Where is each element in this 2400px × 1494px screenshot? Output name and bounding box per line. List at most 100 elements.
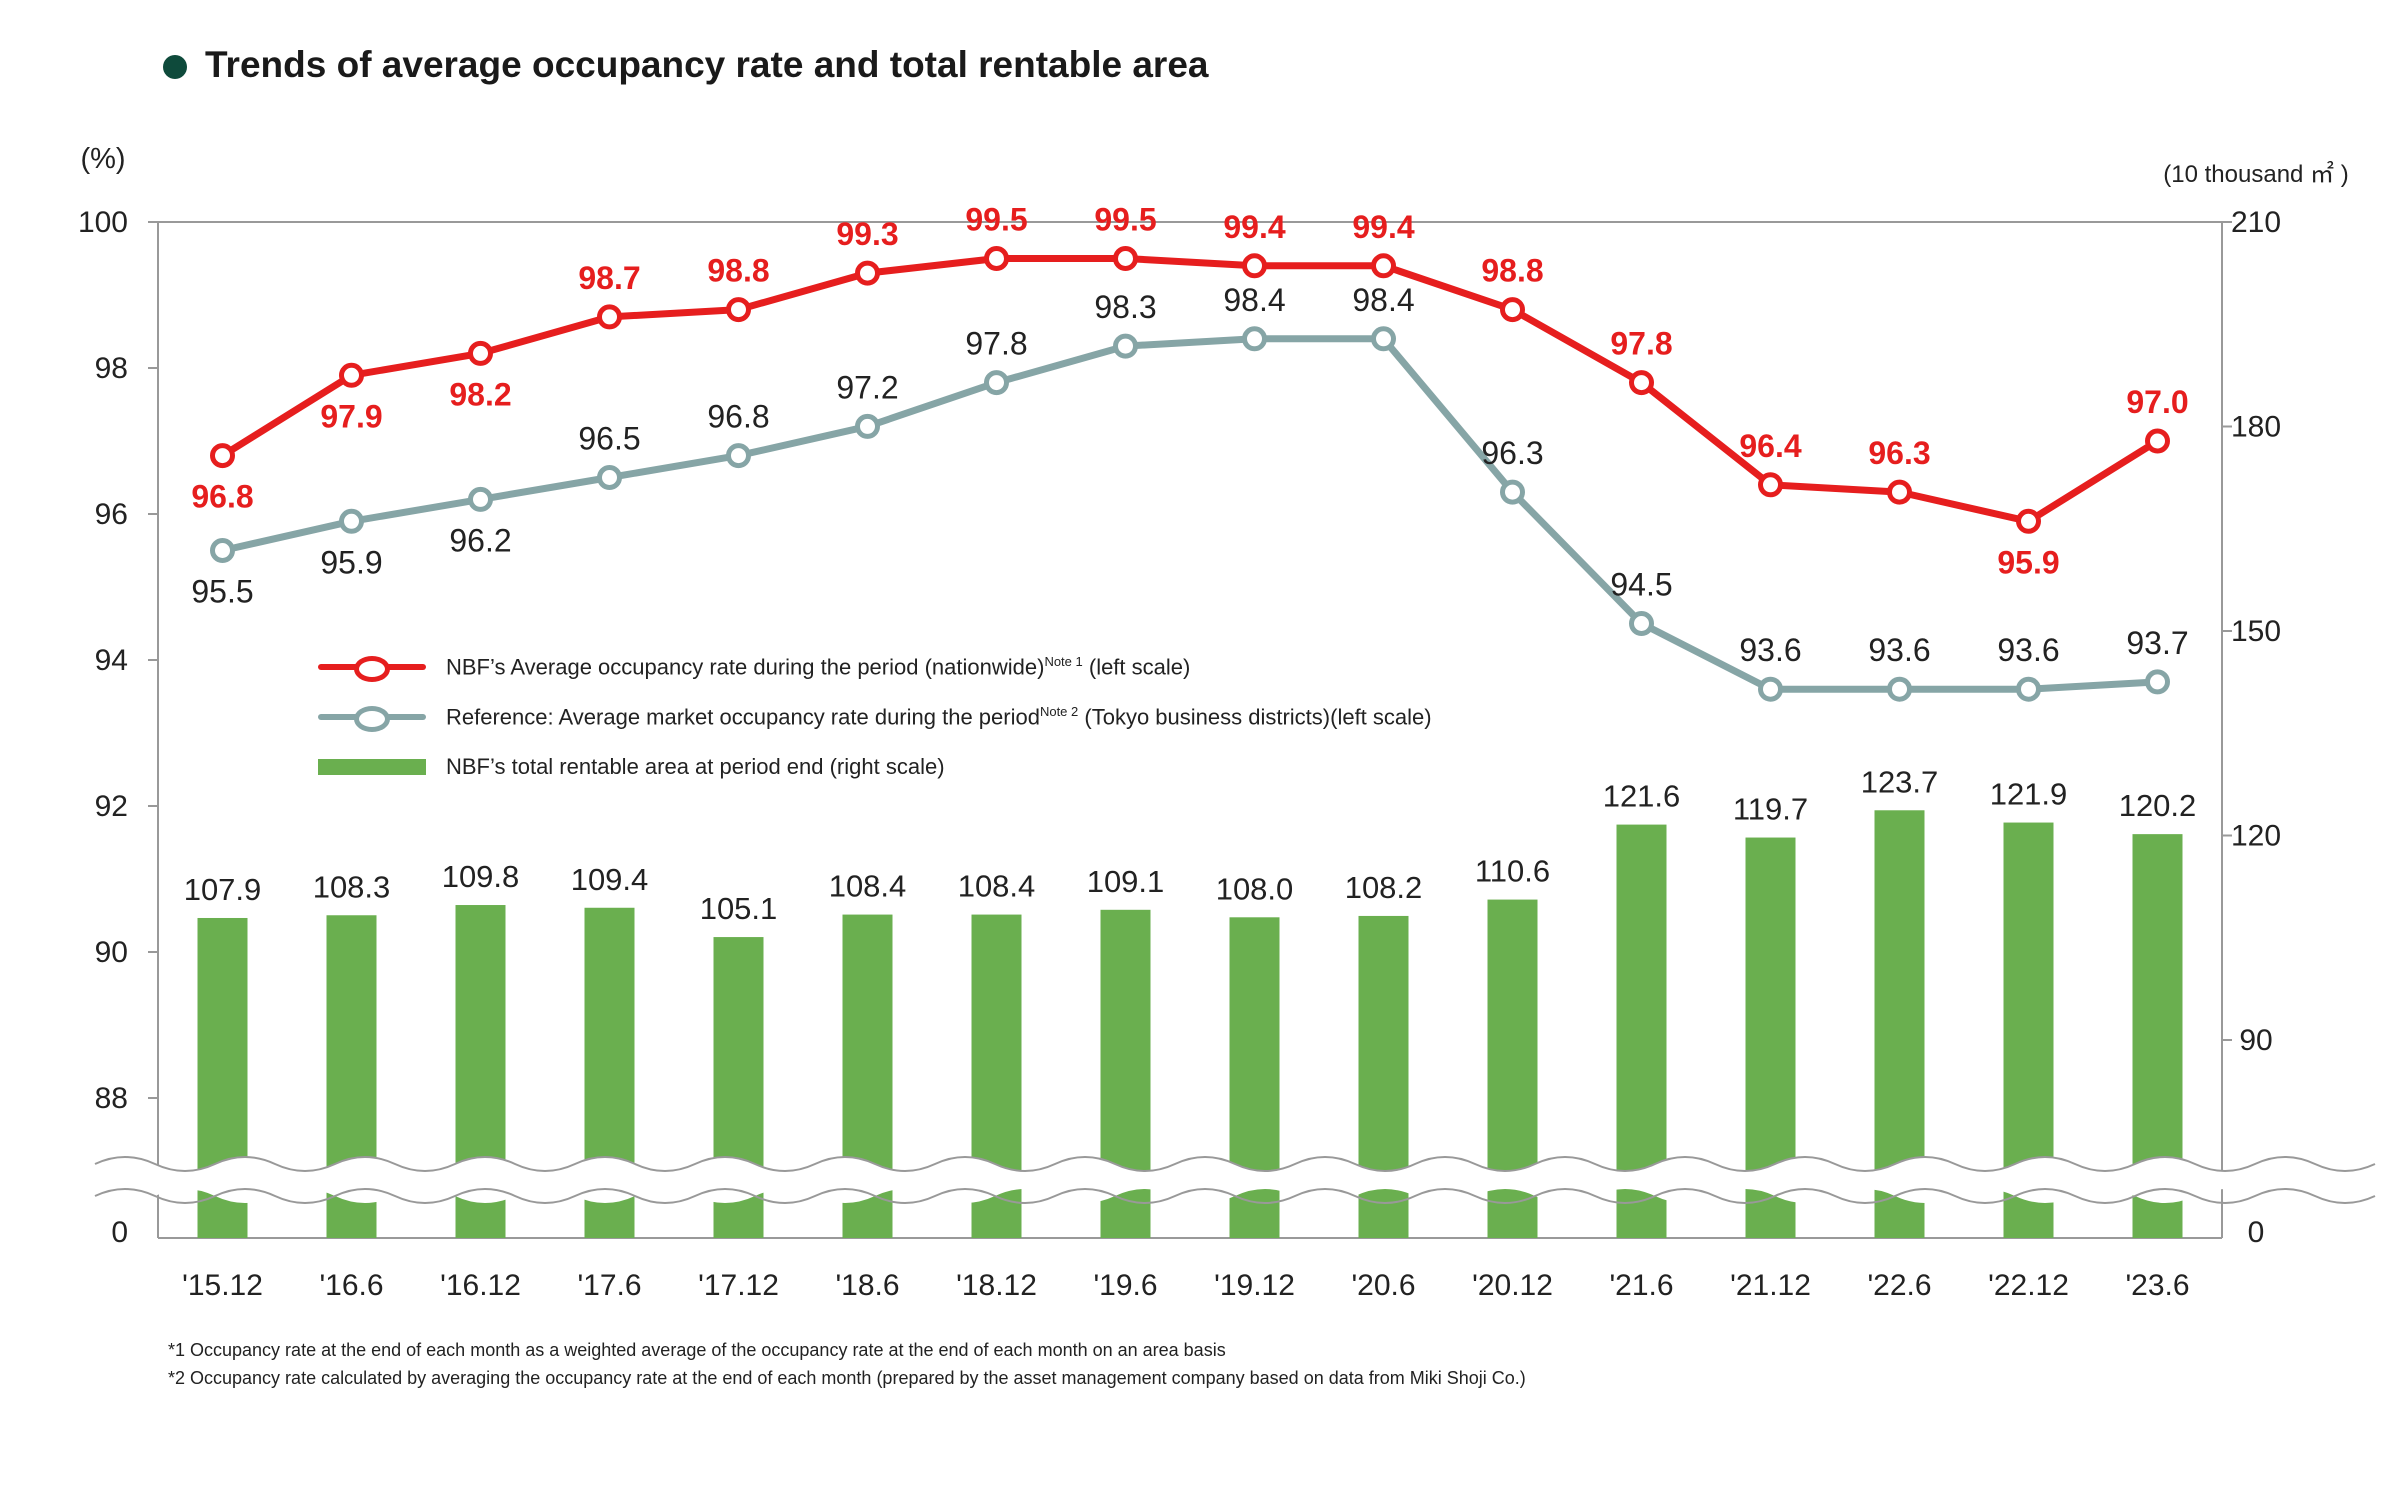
legend-label-area: NBF’s total rentable area at period end …	[446, 754, 945, 779]
market-occupancy-value-label: 95.9	[320, 544, 382, 580]
x-tick-label: '21.6	[1609, 1269, 1673, 1302]
area-bar-value-label: 108.4	[829, 869, 907, 904]
market-occupancy-point	[2016, 676, 2041, 702]
nbf-occupancy-value-label: 97.9	[320, 398, 382, 434]
title-bullet-icon	[163, 55, 187, 79]
market-occupancy-value-label: 93.6	[1739, 632, 1801, 668]
nbf-occupancy-value-label: 95.9	[1997, 544, 2059, 580]
nbf-occupancy-point	[984, 246, 1009, 271]
nbf-occupancy-point	[210, 443, 235, 469]
right-tick-label: 150	[2231, 615, 2281, 648]
market-occupancy-value-label: 95.5	[191, 574, 253, 610]
right-tick-label: 210	[2231, 206, 2281, 239]
legend-item-rentable-area: NBF’s total rentable area at period end …	[318, 750, 945, 784]
left-tick-label: 96	[95, 498, 128, 531]
left-tick-label: 90	[95, 936, 128, 969]
area-bar-value-label: 121.6	[1603, 779, 1681, 814]
left-axis-unit: (%)	[80, 143, 125, 175]
left-tick-label: 94	[95, 644, 128, 677]
left-tick-label: 100	[78, 206, 128, 239]
market-occupancy-point	[2145, 669, 2170, 695]
right-tick-label: 0	[2248, 1216, 2265, 1249]
nbf-occupancy-point	[468, 340, 493, 366]
market-occupancy-point	[1887, 676, 1912, 702]
right-tick-label: 120	[2231, 820, 2281, 853]
market-occupancy-value-label: 96.3	[1481, 435, 1543, 471]
nbf-occupancy-point	[1758, 472, 1783, 498]
area-bar-value-label: 110.6	[1475, 854, 1550, 889]
area-bar-value-label: 119.7	[1733, 792, 1808, 827]
nbf-occupancy-value-label: 98.8	[1481, 253, 1543, 289]
area-bar-value-label: 123.7	[1861, 764, 1939, 799]
nbf-occupancy-value-label: 99.5	[1094, 202, 1156, 238]
nbf-occupancy-point	[1242, 253, 1267, 279]
nbf-occupancy-value-label: 99.5	[965, 202, 1027, 238]
market-occupancy-line	[221, 335, 2158, 693]
nbf-occupancy-point	[1113, 246, 1138, 271]
market-occupancy-point	[597, 465, 622, 490]
area-bar-value-label: 108.4	[958, 869, 1036, 904]
area-bar-value-label: 107.9	[184, 872, 262, 907]
area-bar-value-label: 105.1	[700, 891, 778, 926]
left-tick-label: 88	[95, 1082, 128, 1115]
market-occupancy-value-label: 97.8	[965, 326, 1027, 362]
nbf-occupancy-point	[1629, 370, 1654, 396]
market-occupancy-point	[339, 508, 364, 534]
footnote-2: *2 Occupancy rate calculated by averagin…	[168, 1368, 1526, 1388]
market-occupancy-value-label: 98.4	[1223, 282, 1285, 318]
market-occupancy-point	[855, 413, 880, 439]
market-occupancy-point	[726, 443, 751, 469]
nbf-occupancy-value-label: 99.4	[1352, 209, 1414, 245]
x-tick-label: '18.6	[835, 1269, 899, 1302]
nbf-occupancy-point	[726, 297, 751, 323]
market-occupancy-point	[1629, 611, 1654, 636]
right-axis-unit: (10 thousand ㎡ )	[2163, 161, 2348, 188]
market-occupancy-value-label: 97.2	[836, 369, 898, 405]
legend-item-market-occupancy: Reference: Average market occupancy rate…	[318, 700, 1432, 734]
area-bar-value-label: 120.2	[2119, 788, 2197, 823]
nbf-occupancy-value-label: 98.7	[578, 260, 640, 296]
area-bar-value-label: 109.4	[571, 862, 649, 897]
right-tick-label: 90	[2239, 1024, 2272, 1057]
nbf-occupancy-value-label: 99.4	[1223, 209, 1285, 245]
left-tick-label: 92	[95, 790, 128, 823]
nbf-occupancy-value-label: 97.8	[1610, 326, 1672, 362]
market-occupancy-point	[984, 370, 1009, 396]
x-tick-label: '22.6	[1867, 1269, 1931, 1302]
market-occupancy-value-label: 96.8	[707, 399, 769, 435]
left-tick-label: 0	[111, 1216, 128, 1249]
x-tick-label: '20.6	[1351, 1269, 1415, 1302]
legend-label-market: Reference: Average market occupancy rate…	[446, 703, 1432, 730]
market-occupancy-point	[210, 538, 235, 563]
x-tick-label: '18.12	[956, 1269, 1037, 1302]
market-occupancy-point	[1371, 326, 1396, 352]
nbf-occupancy-value-label: 98.2	[449, 376, 511, 412]
legend-swatch-area-bar	[318, 759, 426, 775]
x-tick-label: '19.12	[1214, 1269, 1295, 1302]
x-tick-label: '21.12	[1730, 1269, 1811, 1302]
nbf-occupancy-point	[597, 304, 622, 330]
legend-swatch-market-line	[318, 700, 426, 734]
chart-title: Trends of average occupancy rate and tot…	[205, 44, 1209, 85]
market-occupancy-value-label: 96.5	[578, 421, 640, 457]
legend-swatch-nbf-line	[318, 650, 426, 684]
market-occupancy-point	[1500, 479, 1525, 505]
market-occupancy-value-label: 93.7	[2126, 625, 2188, 661]
x-tick-label: '17.6	[577, 1269, 641, 1302]
market-occupancy-point	[468, 486, 493, 512]
market-occupancy-value-label: 94.5	[1610, 567, 1672, 603]
x-tick-label: '15.12	[182, 1269, 263, 1302]
nbf-occupancy-point	[1500, 297, 1525, 323]
nbf-occupancy-point	[339, 362, 364, 388]
x-tick-label: '16.6	[319, 1269, 383, 1302]
nbf-occupancy-point	[855, 260, 880, 286]
x-tick-label: '16.12	[440, 1269, 521, 1302]
x-tick-label: '22.12	[1988, 1269, 2069, 1302]
nbf-occupancy-point	[1887, 479, 1912, 505]
market-occupancy-point	[1242, 326, 1267, 352]
x-tick-label: '19.6	[1093, 1269, 1157, 1302]
axis-break-line-lower	[94, 1188, 2376, 1204]
market-occupancy-value-label: 96.2	[449, 522, 511, 558]
x-tick-label: '17.12	[698, 1269, 779, 1302]
